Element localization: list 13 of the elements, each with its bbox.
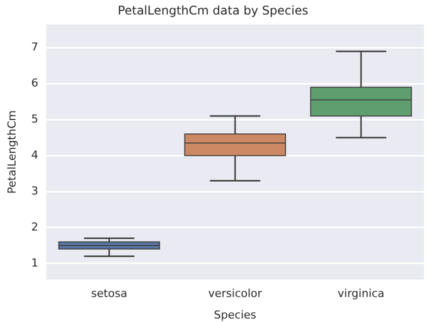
y-tick-label: 5 (31, 112, 38, 126)
x-axis-title: Species (214, 308, 257, 322)
y-axis-title: PetalLengthCm (5, 110, 18, 194)
x-tick-label: setosa (91, 287, 128, 300)
y-tick-label: 4 (31, 148, 38, 162)
y-tick-label: 1 (31, 256, 38, 270)
y-tick-label: 3 (31, 184, 38, 198)
y-tick-label: 7 (31, 40, 38, 54)
x-tick-label: versicolor (208, 287, 262, 300)
y-tick-label: 2 (31, 220, 38, 234)
chart-title: PetalLengthCm data by Species (118, 3, 308, 18)
y-tick-label: 6 (31, 76, 38, 90)
x-tick-label: virginica (338, 287, 384, 300)
